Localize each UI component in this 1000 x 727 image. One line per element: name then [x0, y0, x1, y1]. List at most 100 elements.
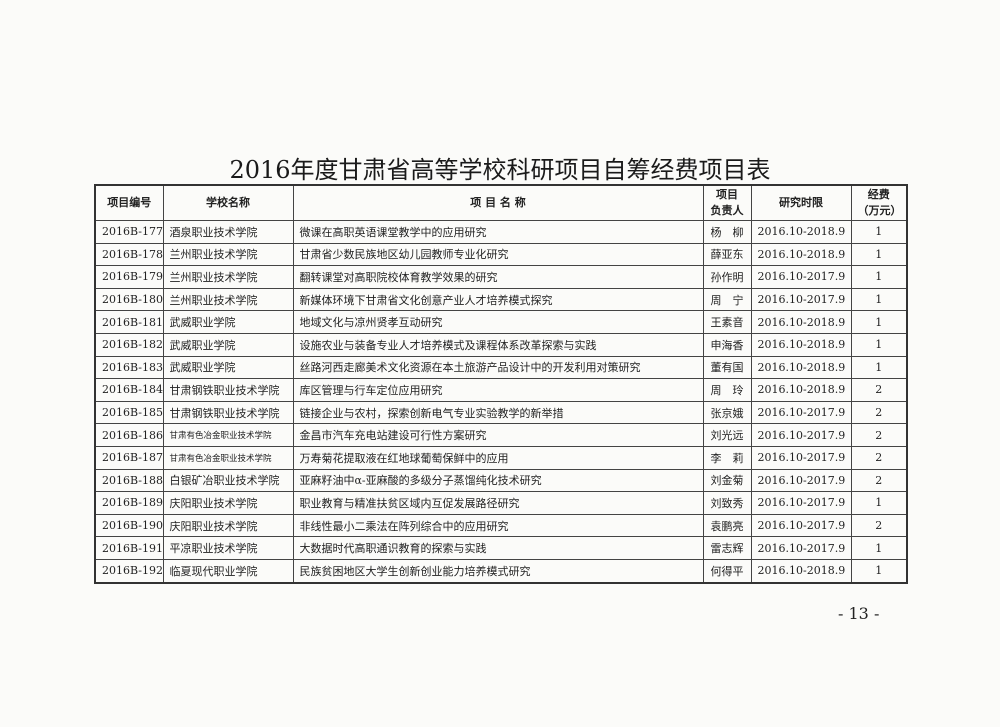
leader-cell: 杨 柳	[702, 220, 752, 244]
school-name-cell: 庆阳职业技术学院	[162, 491, 294, 515]
funds-cell: 2	[850, 445, 908, 470]
leader-cell: 薛亚东	[702, 242, 752, 267]
period-cell: 2016.10-2017.9	[750, 423, 852, 447]
project-id-cell: 2016B-183	[94, 355, 164, 380]
leader-cell: 何得平	[702, 558, 752, 584]
school-name-cell: 平凉职业技术学院	[162, 536, 294, 560]
project-id-cell: 2016B-188	[94, 468, 164, 493]
school-name-cell: 武威职业学院	[162, 332, 294, 357]
project-name-cell: 微课在高职英语课堂教学中的应用研究	[292, 220, 704, 244]
funds-cell: 2	[850, 468, 908, 493]
table-row: 2016B-178 兰州职业技术学院 甘肃省少数民族地区幼儿园教师专业化研究 薛亚东 2…	[94, 242, 908, 267]
funds-cell: 1	[850, 332, 908, 357]
funds-cell: 1	[850, 220, 908, 244]
project-id-cell: 2016B-191	[94, 536, 164, 560]
leader-cell: 王素音	[702, 310, 752, 334]
project-name-cell: 新媒体环境下甘肃省文化创意产业人才培养模式探究	[292, 287, 704, 312]
project-name-cell: 链接企业与农村，探索创新电气专业实验教学的新举措	[292, 400, 704, 425]
table-row: 2016B-179 兰州职业技术学院 翻转课堂对高职院校体育教学效果的研究 孙作明 20…	[94, 265, 908, 289]
period-cell: 2016.10-2017.9	[750, 287, 852, 312]
school-name-cell: 甘肃钢铁职业技术学院	[162, 378, 294, 402]
table-row: 2016B-190 庆阳职业技术学院 非线性最小二乘法在阵列综合中的应用研究 袁鹏亮 2…	[94, 513, 908, 538]
header-leader: 项目 负责人	[702, 184, 752, 221]
project-id-cell: 2016B-180	[94, 287, 164, 312]
project-name-cell: 亚麻籽油中α-亚麻酸的多级分子蒸馏纯化技术研究	[292, 468, 704, 493]
period-cell: 2016.10-2018.9	[750, 220, 852, 244]
period-cell: 2016.10-2018.9	[750, 558, 852, 584]
table-row: 2016B-192 临夏现代职业学院 民族贫困地区大学生创新创业能力培养模式研究 何得…	[94, 558, 908, 584]
table-row: 2016B-185 甘肃钢铁职业技术学院 链接企业与农村，探索创新电气专业实验教学的…	[94, 400, 908, 425]
school-name-cell: 酒泉职业技术学院	[162, 220, 294, 244]
period-cell: 2016.10-2017.9	[750, 445, 852, 470]
table-row: 2016B-177 酒泉职业技术学院 微课在高职英语课堂教学中的应用研究杨 柳 201…	[94, 220, 908, 244]
project-name-cell: 翻转课堂对高职院校体育教学效果的研究	[292, 265, 704, 289]
table-row: 2016B-182 武威职业学院 设施农业与装备专业人才培养模式及课程体系改革探索与…	[94, 332, 908, 357]
project-name-cell: 丝路河西走廊美术文化资源在本土旅游产品设计中的开发利用对策研究	[292, 355, 704, 380]
table-row: 2016B-180 兰州职业技术学院 新媒体环境下甘肃省文化创意产业人才培养模式探究…	[94, 287, 908, 312]
project-id-cell: 2016B-187	[94, 445, 164, 470]
funds-cell: 1	[850, 491, 908, 515]
table-row: 2016B-186 甘肃有色冶金职业技术学院 金昌市汽车充电站建设可行性方案研究 刘光…	[94, 423, 908, 447]
funds-cell: 2	[850, 423, 908, 447]
project-id-cell: 2016B-185	[94, 400, 164, 425]
school-name-cell: 兰州职业技术学院	[162, 287, 294, 312]
project-table: 项目编号 学校名称项 目 名 称项目 负责人 研究时限 经费 （万元） 2016B-1…	[94, 184, 908, 584]
leader-cell: 李 莉	[702, 445, 752, 470]
header-funds: 经费 （万元）	[850, 184, 908, 221]
table-header-row: 项目编号 学校名称项 目 名 称项目 负责人 研究时限 经费 （万元）	[94, 184, 908, 221]
project-id-cell: 2016B-182	[94, 332, 164, 357]
document-title: 2016年度甘肃省高等学校科研项目自筹经费项目表	[229, 156, 771, 184]
leader-cell: 申海香	[702, 332, 752, 357]
project-name-cell: 地域文化与凉州贤孝互动研究	[292, 310, 704, 334]
project-name-cell: 万寿菊花提取液在红地球葡萄保鲜中的应用	[292, 445, 704, 470]
page-number: - 13 -	[838, 604, 880, 623]
funds-cell: 1	[850, 536, 908, 560]
period-cell: 2016.10-2017.9	[750, 400, 852, 425]
school-name-cell: 庆阳职业技术学院	[162, 513, 294, 538]
leader-cell: 周 玲	[702, 378, 752, 402]
project-name-cell: 甘肃省少数民族地区幼儿园教师专业化研究	[292, 242, 704, 267]
project-name-cell: 大数据时代高职通识教育的探索与实践	[292, 536, 704, 560]
header-school: 学校名称	[162, 184, 294, 221]
project-id-cell: 2016B-186	[94, 423, 164, 447]
project-name-cell: 设施农业与装备专业人才培养模式及课程体系改革探索与实践	[292, 332, 704, 357]
school-name-cell: 白银矿冶职业技术学院	[162, 468, 294, 493]
period-cell: 2016.10-2017.9	[750, 265, 852, 289]
project-name-cell: 库区管理与行车定位应用研究	[292, 378, 704, 402]
project-id-cell: 2016B-189	[94, 491, 164, 515]
funds-cell: 1	[850, 242, 908, 267]
leader-cell: 张京娥	[702, 400, 752, 425]
school-name-cell: 兰州职业技术学院	[162, 242, 294, 267]
leader-cell: 雷志辉	[702, 536, 752, 560]
table-row: 2016B-184 甘肃钢铁职业技术学院 库区管理与行车定位应用研究周 玲 2016.…	[94, 378, 908, 402]
period-cell: 2016.10-2018.9	[750, 310, 852, 334]
header-period: 研究时限	[750, 184, 852, 221]
leader-cell: 周 宁	[702, 287, 752, 312]
project-id-cell: 2016B-179	[94, 265, 164, 289]
period-cell: 2016.10-2017.9	[750, 491, 852, 515]
table-row: 2016B-183 武威职业学院 丝路河西走廊美术文化资源在本土旅游产品设计中的开发…	[94, 355, 908, 380]
funds-cell: 1	[850, 558, 908, 584]
project-id-cell: 2016B-190	[94, 513, 164, 538]
funds-cell: 1	[850, 265, 908, 289]
leader-cell: 刘金菊	[702, 468, 752, 493]
funds-cell: 1	[850, 287, 908, 312]
table-row: 2016B-188 白银矿冶职业技术学院 亚麻籽油中α-亚麻酸的多级分子蒸馏纯化技术…	[94, 468, 908, 493]
project-id-cell: 2016B-177	[94, 220, 164, 244]
period-cell: 2016.10-2018.9	[750, 355, 852, 380]
project-name-cell: 民族贫困地区大学生创新创业能力培养模式研究	[292, 558, 704, 584]
leader-cell: 刘光远	[702, 423, 752, 447]
table-row: 2016B-191 平凉职业技术学院 大数据时代高职通识教育的探索与实践 雷志辉 201…	[94, 536, 908, 560]
table-row: 2016B-181 武威职业学院 地域文化与凉州贤孝互动研究 王素音 2016.10-2…	[94, 310, 908, 334]
project-id-cell: 2016B-178	[94, 242, 164, 267]
table-row: 2016B-189 庆阳职业技术学院 职业教育与精准扶贫区域内互促发展路径研究 刘致秀…	[94, 491, 908, 515]
funds-cell: 1	[850, 355, 908, 380]
funds-cell: 2	[850, 513, 908, 538]
period-cell: 2016.10-2018.9	[750, 378, 852, 402]
school-name-cell: 甘肃有色冶金职业技术学院	[162, 423, 294, 447]
leader-cell: 董有国	[702, 355, 752, 380]
funds-cell: 2	[850, 400, 908, 425]
school-name-cell: 临夏现代职业学院	[162, 558, 294, 584]
leader-cell: 孙作明	[702, 265, 752, 289]
project-name-cell: 金昌市汽车充电站建设可行性方案研究	[292, 423, 704, 447]
